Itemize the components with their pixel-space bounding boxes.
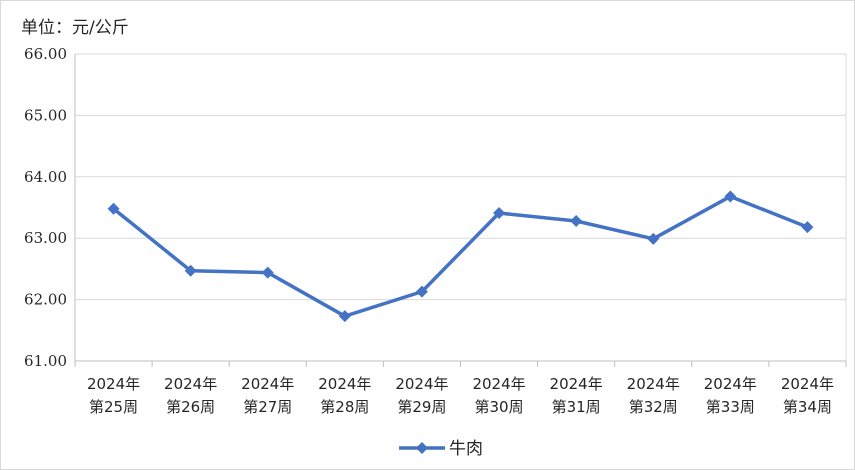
data-point bbox=[184, 264, 197, 277]
data-point bbox=[261, 266, 274, 279]
y-tick-label: 64.00 bbox=[24, 168, 67, 186]
x-tick-label: 2024年 bbox=[472, 375, 525, 393]
legend: 牛肉 bbox=[399, 439, 483, 459]
x-tick-label: 2024年 bbox=[87, 375, 140, 393]
x-tick-label: 2024年 bbox=[627, 375, 680, 393]
x-tick-label: 2024年 bbox=[241, 375, 294, 393]
data-point bbox=[801, 221, 814, 234]
y-tick-label: 66.00 bbox=[24, 45, 67, 63]
x-tick-label: 第29周 bbox=[397, 398, 446, 416]
data-point bbox=[570, 215, 583, 228]
x-tick-label: 第28周 bbox=[320, 398, 369, 416]
x-tick-label: 2024年 bbox=[395, 375, 448, 393]
legend-marker bbox=[416, 442, 428, 454]
series-layer bbox=[107, 190, 814, 323]
unit-label: 单位：元/公斤 bbox=[21, 18, 129, 38]
x-tick-label: 2024年 bbox=[704, 375, 757, 393]
y-tick-label: 61.00 bbox=[24, 352, 67, 370]
legend-label: 牛肉 bbox=[449, 439, 483, 459]
y-tick-label: 65.00 bbox=[24, 106, 67, 124]
x-tick-label: 第27周 bbox=[243, 398, 292, 416]
x-tick-label: 2024年 bbox=[318, 375, 371, 393]
x-tick-label: 2024年 bbox=[781, 375, 834, 393]
data-point bbox=[647, 232, 660, 245]
y-tick-label: 63.00 bbox=[24, 229, 67, 247]
series-line bbox=[112, 194, 809, 318]
x-tick-label: 2024年 bbox=[550, 375, 603, 393]
data-point bbox=[107, 202, 120, 215]
x-tick-label: 第26周 bbox=[166, 398, 215, 416]
y-tick-label: 62.00 bbox=[24, 291, 67, 309]
data-point bbox=[415, 285, 428, 298]
x-tick-label: 第32周 bbox=[629, 398, 678, 416]
data-point bbox=[724, 190, 737, 203]
x-tick-label: 第33周 bbox=[706, 398, 755, 416]
data-point bbox=[338, 310, 351, 323]
x-tick-label: 第25周 bbox=[89, 398, 138, 416]
data-point bbox=[493, 207, 506, 220]
x-tick-label: 2024年 bbox=[164, 375, 217, 393]
x-tick-label: 第34周 bbox=[783, 398, 832, 416]
x-tick-label: 第31周 bbox=[552, 398, 601, 416]
x-tick-label: 第30周 bbox=[475, 398, 524, 416]
grid-layer bbox=[75, 53, 847, 362]
